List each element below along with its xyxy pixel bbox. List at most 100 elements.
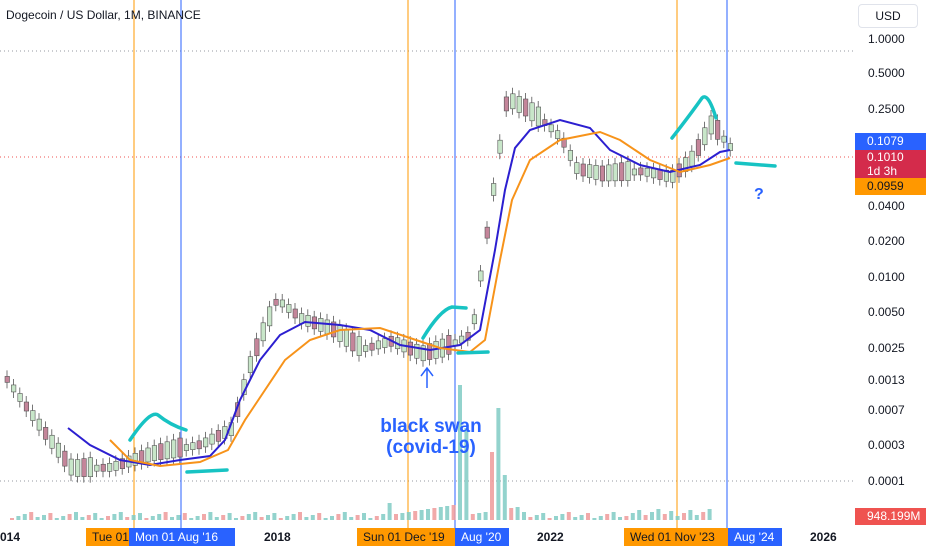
volume-bar (317, 513, 322, 520)
volume-bar (67, 514, 72, 520)
ma-fast-price-tag: 0.1079 (855, 133, 926, 150)
volume-bar (624, 516, 629, 520)
ma-slow-price-tag: 0.0959 (855, 178, 926, 195)
volume-bar (221, 515, 226, 520)
volume-bar (54, 518, 59, 520)
y-tick-label: 0.0400 (868, 199, 905, 213)
cycle-vertical-lines (133, 0, 728, 528)
volume-bar (35, 517, 40, 520)
volume-bar (150, 516, 155, 520)
candle-body (356, 336, 362, 356)
volume-bar (458, 385, 462, 520)
volume-bar (637, 510, 642, 520)
candle-body (363, 345, 369, 352)
candle-body (619, 162, 625, 182)
candle-body (87, 457, 93, 477)
volume-bar (304, 517, 309, 520)
candle-body (107, 463, 113, 472)
volume-bar (368, 518, 373, 520)
volume-bar (490, 452, 494, 520)
currency-button[interactable]: USD (858, 4, 918, 28)
volume-bar (272, 513, 277, 520)
volume-bar (310, 515, 315, 520)
x-tick-label: 014 (0, 530, 21, 544)
y-tick-label: 0.0013 (868, 373, 905, 387)
symbol-title[interactable]: Dogecoin / US Dollar, 1M, BINANCE (6, 8, 201, 22)
candle-body (695, 139, 702, 156)
candle-body (644, 167, 650, 177)
candle-body (23, 401, 30, 412)
volume-bar (701, 512, 706, 520)
volume-bar (707, 509, 712, 520)
volume-bar (426, 509, 430, 520)
candle-body (625, 161, 631, 181)
volume-bar (406, 512, 411, 520)
blue-line-date-tag: Mon 01 Aug '16 (129, 528, 235, 546)
candle-body (75, 459, 81, 477)
candle-body (292, 308, 298, 319)
candle-body (593, 165, 599, 180)
volume-bar (381, 514, 386, 520)
y-tick-label: 0.2500 (868, 102, 905, 116)
annotation-line: black swan (380, 416, 482, 437)
candle-body (273, 298, 279, 306)
volume-bar (93, 513, 98, 520)
candle-body (420, 345, 426, 362)
candle-body (702, 127, 708, 146)
candle-body (151, 445, 157, 461)
volume-bar (541, 513, 546, 520)
volume-bar (470, 514, 475, 520)
candle-body (382, 338, 388, 348)
volume-bar (669, 511, 674, 520)
candle-body (471, 314, 478, 325)
volume-bar (22, 514, 27, 520)
volume-bar (336, 514, 341, 520)
candle-body (68, 458, 74, 476)
volume-bar (515, 507, 520, 520)
candle-body (177, 437, 183, 458)
candle-body (132, 453, 138, 466)
candle-body (36, 418, 42, 431)
candle-body (484, 226, 490, 239)
candle-body (503, 96, 510, 112)
volume-bar (464, 428, 469, 520)
volume-bar (118, 512, 123, 520)
volume-bar (208, 512, 213, 520)
candle-body (286, 304, 292, 313)
volume-bar (157, 514, 162, 520)
volume-bar (29, 512, 34, 520)
black-swan-annotation: black swan (covid-19) (378, 416, 484, 458)
volume-bar (483, 512, 488, 520)
annotation-line: (covid-19) (386, 437, 476, 458)
y-tick-label: 0.0025 (868, 341, 905, 355)
candle-body (30, 410, 36, 421)
black-swan-arrow (420, 366, 434, 388)
candle-body (254, 338, 260, 357)
volume-bar (362, 513, 366, 520)
candle-body (689, 150, 695, 167)
candle-body (318, 318, 324, 332)
candle-body (331, 321, 337, 338)
volume-bar (534, 515, 539, 520)
candle-body (350, 332, 356, 352)
volume-bar (432, 508, 437, 520)
volume-bar (611, 512, 616, 520)
candle-body (247, 356, 253, 374)
volume-bar (374, 516, 379, 520)
volume-bar (349, 517, 354, 520)
candle-body (375, 340, 382, 350)
candle-body (638, 167, 644, 176)
candle-body (721, 135, 727, 143)
volume-bar (618, 517, 622, 520)
volume-bar (650, 512, 654, 520)
candle-body (171, 439, 177, 459)
current-price-tag: 0.1010 (855, 150, 926, 164)
volume-bar (554, 516, 558, 520)
volume-bar (182, 513, 187, 520)
candle-body (113, 461, 119, 471)
volume-bar (42, 515, 46, 520)
candle-body (631, 168, 638, 176)
candle-body (670, 169, 676, 183)
candle-body (260, 322, 266, 342)
